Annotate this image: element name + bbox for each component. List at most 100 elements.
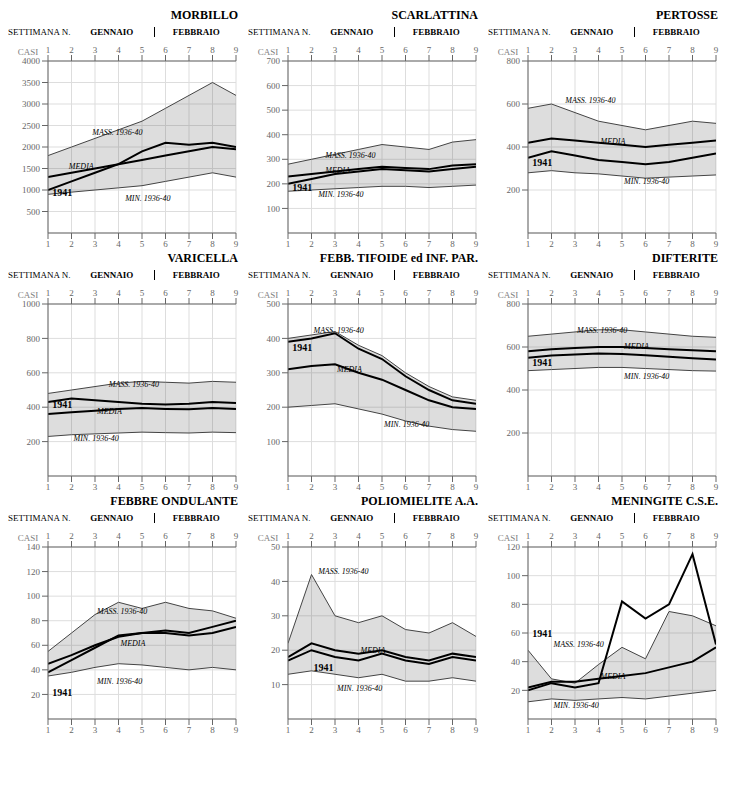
svg-text:2: 2 bbox=[69, 531, 74, 541]
svg-text:700: 700 bbox=[267, 56, 281, 66]
svg-text:2500: 2500 bbox=[22, 121, 41, 131]
svg-text:2: 2 bbox=[69, 288, 74, 298]
svg-text:CASI: CASI bbox=[18, 47, 39, 57]
svg-text:3: 3 bbox=[573, 45, 578, 55]
svg-text:3: 3 bbox=[333, 45, 338, 55]
svg-text:400: 400 bbox=[27, 402, 41, 412]
svg-text:1: 1 bbox=[286, 531, 291, 541]
svg-text:9: 9 bbox=[234, 239, 239, 249]
svg-text:7: 7 bbox=[187, 288, 192, 298]
svg-text:8: 8 bbox=[450, 45, 455, 55]
svg-text:2: 2 bbox=[309, 239, 314, 249]
svg-text:2: 2 bbox=[309, 531, 314, 541]
svg-text:5: 5 bbox=[620, 45, 625, 55]
svg-text:5: 5 bbox=[140, 725, 145, 735]
svg-text:6: 6 bbox=[403, 531, 408, 541]
svg-text:8: 8 bbox=[690, 45, 695, 55]
svg-text:6: 6 bbox=[643, 725, 648, 735]
svg-text:MEDIA: MEDIA bbox=[96, 407, 122, 416]
svg-text:600: 600 bbox=[267, 81, 281, 91]
svg-text:4: 4 bbox=[356, 288, 361, 298]
svg-text:9: 9 bbox=[714, 288, 719, 298]
svg-text:MEDIA: MEDIA bbox=[120, 639, 146, 648]
svg-text:1: 1 bbox=[526, 239, 531, 249]
svg-text:6: 6 bbox=[163, 45, 168, 55]
svg-text:7: 7 bbox=[667, 725, 672, 735]
svg-text:CASI: CASI bbox=[258, 47, 279, 57]
svg-text:4: 4 bbox=[596, 725, 601, 735]
svg-text:6: 6 bbox=[403, 725, 408, 735]
svg-text:1: 1 bbox=[46, 725, 51, 735]
svg-text:8: 8 bbox=[450, 482, 455, 492]
svg-text:6: 6 bbox=[643, 531, 648, 541]
svg-text:800: 800 bbox=[507, 56, 521, 66]
svg-text:1: 1 bbox=[286, 288, 291, 298]
svg-text:8: 8 bbox=[210, 239, 215, 249]
svg-text:5: 5 bbox=[620, 482, 625, 492]
svg-text:6: 6 bbox=[643, 288, 648, 298]
svg-text:5: 5 bbox=[620, 239, 625, 249]
svg-text:4: 4 bbox=[356, 45, 361, 55]
svg-text:1941: 1941 bbox=[52, 687, 72, 698]
svg-text:CASI: CASI bbox=[498, 533, 519, 543]
svg-text:5: 5 bbox=[620, 531, 625, 541]
svg-text:2: 2 bbox=[549, 239, 554, 249]
svg-text:1941: 1941 bbox=[532, 157, 552, 168]
svg-text:2: 2 bbox=[309, 45, 314, 55]
svg-text:7: 7 bbox=[187, 239, 192, 249]
svg-text:8: 8 bbox=[450, 725, 455, 735]
svg-text:30: 30 bbox=[271, 611, 281, 621]
svg-text:MEDIA: MEDIA bbox=[600, 137, 626, 146]
svg-text:1: 1 bbox=[46, 482, 51, 492]
svg-text:MEDIA: MEDIA bbox=[360, 646, 386, 655]
svg-text:7: 7 bbox=[667, 288, 672, 298]
svg-text:1000: 1000 bbox=[22, 185, 41, 195]
svg-text:1941: 1941 bbox=[532, 357, 552, 368]
svg-text:80: 80 bbox=[31, 616, 41, 626]
svg-text:3000: 3000 bbox=[22, 99, 41, 109]
svg-text:1: 1 bbox=[286, 239, 291, 249]
svg-text:4000: 4000 bbox=[22, 56, 41, 66]
svg-text:400: 400 bbox=[507, 142, 521, 152]
svg-text:8: 8 bbox=[690, 239, 695, 249]
svg-text:4: 4 bbox=[116, 531, 121, 541]
svg-text:7: 7 bbox=[427, 482, 432, 492]
svg-text:500: 500 bbox=[27, 207, 41, 217]
svg-text:7: 7 bbox=[667, 531, 672, 541]
svg-text:2: 2 bbox=[549, 725, 554, 735]
svg-text:6: 6 bbox=[403, 482, 408, 492]
svg-text:5: 5 bbox=[140, 45, 145, 55]
svg-text:800: 800 bbox=[507, 299, 521, 309]
svg-text:1: 1 bbox=[46, 531, 51, 541]
svg-text:CASI: CASI bbox=[498, 47, 519, 57]
svg-text:7: 7 bbox=[427, 725, 432, 735]
svg-text:6: 6 bbox=[403, 45, 408, 55]
svg-text:6: 6 bbox=[163, 239, 168, 249]
svg-text:3: 3 bbox=[333, 725, 338, 735]
svg-text:120: 120 bbox=[507, 542, 521, 552]
svg-text:3: 3 bbox=[333, 531, 338, 541]
svg-text:140: 140 bbox=[27, 542, 41, 552]
svg-text:1000: 1000 bbox=[22, 299, 41, 309]
svg-text:9: 9 bbox=[714, 531, 719, 541]
svg-text:5: 5 bbox=[380, 482, 385, 492]
svg-text:CASI: CASI bbox=[258, 533, 279, 543]
svg-text:800: 800 bbox=[27, 334, 41, 344]
svg-text:400: 400 bbox=[267, 130, 281, 140]
svg-text:1941: 1941 bbox=[52, 399, 72, 410]
svg-text:1941: 1941 bbox=[292, 342, 312, 353]
svg-text:3: 3 bbox=[573, 239, 578, 249]
svg-text:6: 6 bbox=[163, 531, 168, 541]
svg-text:MASS. 1936-40: MASS. 1936-40 bbox=[91, 128, 142, 137]
svg-text:600: 600 bbox=[507, 99, 521, 109]
svg-text:4: 4 bbox=[356, 482, 361, 492]
svg-text:5: 5 bbox=[380, 531, 385, 541]
svg-text:10: 10 bbox=[271, 680, 281, 690]
svg-text:100: 100 bbox=[267, 437, 281, 447]
svg-text:6: 6 bbox=[643, 45, 648, 55]
svg-text:7: 7 bbox=[187, 531, 192, 541]
svg-text:3: 3 bbox=[93, 239, 98, 249]
svg-text:100: 100 bbox=[27, 591, 41, 601]
svg-text:6: 6 bbox=[403, 288, 408, 298]
svg-text:1941: 1941 bbox=[532, 628, 552, 639]
